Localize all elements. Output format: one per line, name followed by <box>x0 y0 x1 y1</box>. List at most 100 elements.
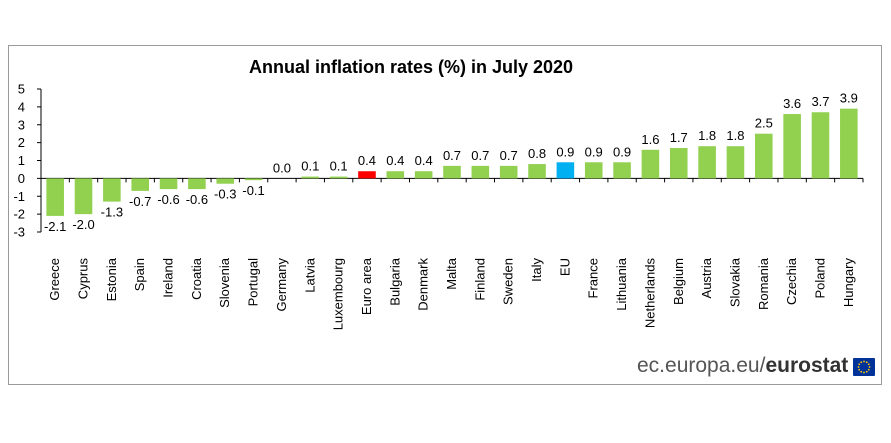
category-label: Estonia <box>104 257 119 301</box>
category-label: Spain <box>132 258 147 291</box>
flag-star <box>867 368 870 371</box>
bar <box>726 146 745 179</box>
category-label: Italy <box>529 258 544 282</box>
data-label: 0.4 <box>358 153 376 168</box>
category-label: EU <box>557 258 572 276</box>
data-label: -0.1 <box>242 183 264 198</box>
bar <box>641 149 660 179</box>
flag-star <box>858 368 861 371</box>
category-label: Euro area <box>359 257 374 315</box>
flag-star <box>865 361 868 364</box>
category-label: Denmark <box>416 258 431 311</box>
data-label: 0.7 <box>471 148 489 163</box>
category-label: Germany <box>274 258 289 312</box>
flag-star <box>863 371 865 374</box>
flag-star <box>863 360 865 363</box>
data-label: -0.7 <box>129 194 151 209</box>
category-label: Belgium <box>671 258 686 305</box>
category-labels: Greece Cyprus Estonia Spain Ireland Croatia Sl… <box>47 257 856 330</box>
bar <box>188 178 206 190</box>
bar <box>103 178 121 202</box>
bar <box>301 176 320 179</box>
data-label: -1.3 <box>101 205 123 220</box>
category-label: Croatia <box>189 257 204 300</box>
bars <box>46 108 858 216</box>
bar <box>584 162 603 179</box>
category-label: Bulgaria <box>387 257 402 305</box>
y-tick-label: 0 <box>18 171 25 186</box>
source-credit: ec.europa.eu/eurostat <box>637 354 848 378</box>
data-label: 0.8 <box>528 146 546 161</box>
data-label: 0.4 <box>386 153 404 168</box>
chart-frame: Annual inflation rates (%) in July 2020 … <box>8 45 882 385</box>
data-label: 0.9 <box>585 144 603 159</box>
category-label: Hungary <box>841 258 856 308</box>
data-label: 0.7 <box>443 148 461 163</box>
data-label: 2.5 <box>755 116 773 131</box>
bar <box>329 176 348 179</box>
bar <box>131 178 149 191</box>
bar <box>471 165 490 179</box>
category-label: Cyprus <box>76 258 91 300</box>
bar <box>698 146 716 179</box>
y-tick-label: 2 <box>18 135 25 150</box>
y-tick-label: 5 <box>18 82 25 97</box>
y-tick-label: -3 <box>13 225 25 240</box>
category-label: Slovakia <box>727 257 742 307</box>
category-label: Romania <box>756 257 771 310</box>
flag-star <box>860 361 863 364</box>
flag-star <box>857 366 860 368</box>
bar <box>216 178 235 184</box>
bar <box>46 178 64 216</box>
category-label: Latvia <box>302 257 317 292</box>
y-tick-label: 1 <box>18 153 25 168</box>
category-label: Czechia <box>784 257 799 305</box>
data-label: 3.7 <box>811 94 829 109</box>
data-label: 0.0 <box>273 160 291 175</box>
bar <box>783 114 801 179</box>
category-label: Malta <box>444 257 459 290</box>
data-label: 3.9 <box>840 91 858 106</box>
data-label: -0.6 <box>186 192 208 207</box>
data-label: 0.9 <box>556 144 574 159</box>
flag-star <box>860 370 863 373</box>
data-label: 3.6 <box>783 96 801 111</box>
bar <box>840 108 858 179</box>
flag-star <box>858 363 861 366</box>
flag-star <box>868 366 871 368</box>
bar <box>669 147 688 179</box>
data-label: -2.1 <box>44 219 66 234</box>
bar-chart: Annual inflation rates (%) in July 2020 … <box>13 57 864 330</box>
data-label: 0.1 <box>301 159 319 174</box>
y-axis-tick-labels: -3 -2 -1 0 1 2 3 4 5 <box>13 82 25 240</box>
category-label: Lithuania <box>614 257 629 311</box>
data-label: 1.8 <box>726 128 744 143</box>
bar <box>556 162 575 179</box>
category-label: Slovenia <box>217 257 232 308</box>
category-label: Finland <box>472 258 487 301</box>
data-label: 0.7 <box>500 148 518 163</box>
chart-title: Annual inflation rates (%) in July 2020 <box>249 57 573 77</box>
bar <box>811 112 830 179</box>
bar <box>159 178 178 190</box>
bar <box>443 165 461 179</box>
bar <box>74 178 93 215</box>
bar <box>386 171 405 179</box>
data-label: -0.3 <box>214 187 236 202</box>
bar <box>244 178 263 181</box>
data-label: 0.9 <box>613 144 631 159</box>
category-label: Greece <box>47 258 62 301</box>
data-label: -2.0 <box>72 217 94 232</box>
eu-flag-icon <box>853 358 875 376</box>
category-label: Austria <box>699 257 714 298</box>
flag-star <box>867 363 870 366</box>
value-labels: -2.1 -2.0 -1.3 -0.7 -0.6 -0.6 -0.3 -0.1 0.0 0.1 0.… <box>44 91 858 234</box>
y-tick-label: -1 <box>13 189 25 204</box>
category-label: Luxembourg <box>331 258 346 330</box>
credit-brand: eurostat <box>765 354 849 377</box>
y-tick-label: 3 <box>18 117 25 132</box>
bar <box>755 133 773 179</box>
category-label: Ireland <box>161 258 176 298</box>
data-label: 1.8 <box>698 128 716 143</box>
y-tick-label: 4 <box>18 99 25 114</box>
